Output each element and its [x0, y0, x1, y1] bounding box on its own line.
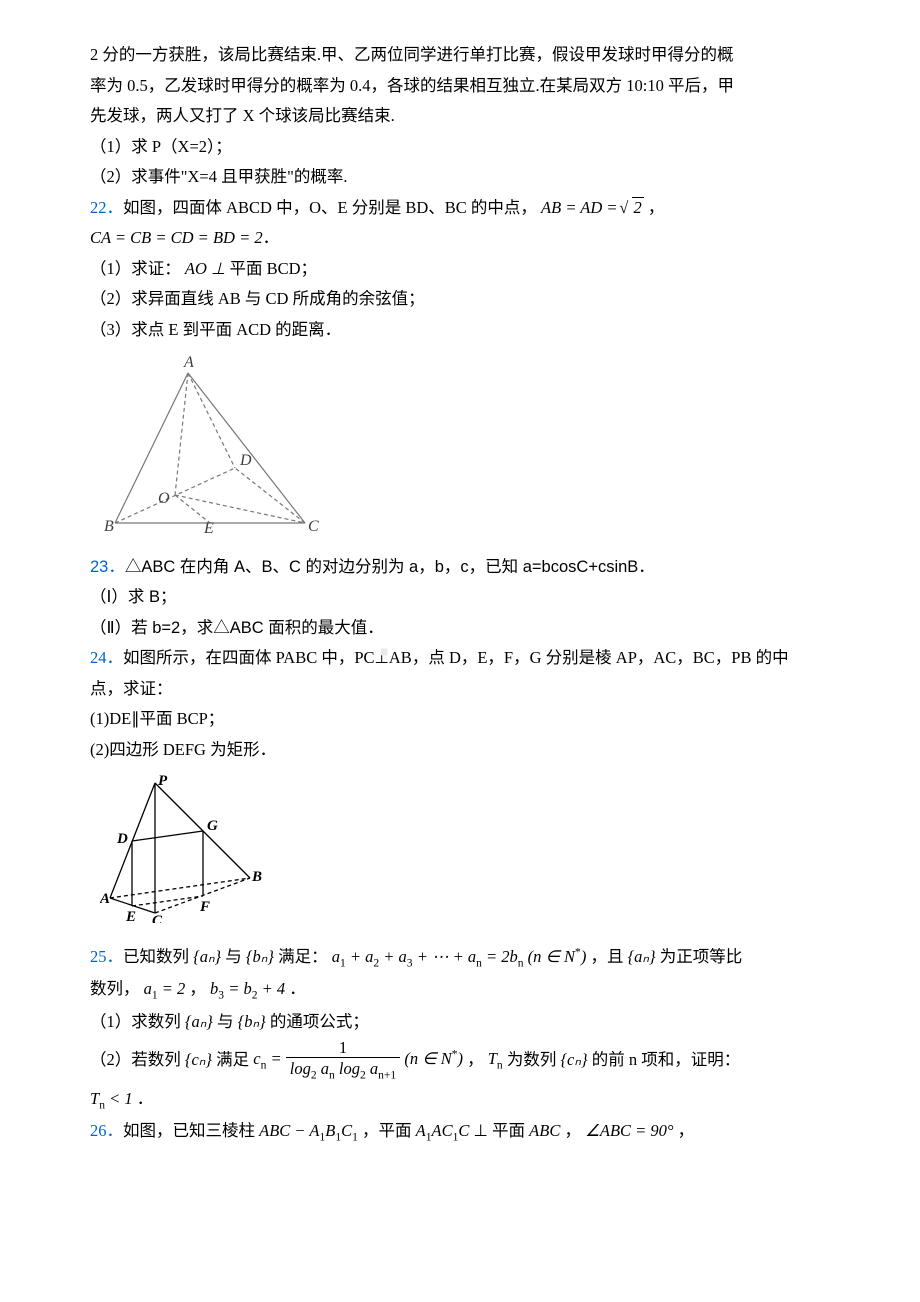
- q25-p2: （2）若数列 {cₙ} 满足 cn = 1 log2 an log2 an+1 …: [90, 1038, 848, 1084]
- intro-line-2: 率为 0.5，乙发球时甲得分的概率为 0.4，各球的结果相互独立.在某局双方 1…: [90, 71, 848, 102]
- q25-tail2: 为正项等比: [660, 947, 743, 966]
- intro-sub2: （2）求事件"X=4 且甲获胜"的概率.: [90, 162, 848, 193]
- q26-a: 如图，已知三棱柱: [123, 1121, 255, 1140]
- q26-b: ，平面: [362, 1121, 412, 1140]
- q22-p1: （1）求证： AO ⊥ 平面 BCD；: [90, 254, 848, 285]
- q22-eq1-lhs: AB = AD =: [541, 198, 622, 217]
- q26-d: ，: [564, 1121, 581, 1140]
- q22-p1-eq: AO ⊥: [185, 259, 226, 278]
- intro-sub1: （1）求 P（X=2）；: [90, 132, 848, 163]
- q25-p1-pre: （1）求数列: [90, 1012, 181, 1031]
- q25-p2-pre: （2）若数列: [90, 1049, 181, 1068]
- q25-p2-ta: ，: [467, 1049, 484, 1068]
- q25-mid2: 与: [217, 1012, 234, 1031]
- q25-p2-sat: 满足: [216, 1049, 249, 1068]
- q23-number: 23．: [90, 558, 125, 576]
- q23-p1: （Ⅰ）求 B；: [90, 582, 848, 613]
- q22-eq1: AB = AD = 2: [541, 198, 648, 217]
- q25-pre: 已知数列: [123, 947, 189, 966]
- label-C: C: [308, 518, 319, 533]
- label-A: A: [183, 354, 194, 371]
- q25-tail: ，且: [590, 947, 623, 966]
- q25-p2-tb: 为数列: [507, 1049, 557, 1068]
- q22-p1-tail: 平面 BCD；: [230, 259, 318, 278]
- q22-p1-label: （1）求证：: [90, 259, 181, 278]
- q26-number: 26．: [90, 1121, 123, 1140]
- seq-cn-2: {cₙ}: [560, 1049, 587, 1068]
- q22-p2: （2）求异面直线 AB 与 CD 所成角的余弦值；: [90, 284, 848, 315]
- seq-an-2: {aₙ}: [628, 947, 656, 966]
- q22-figure: A B C D E O: [100, 353, 848, 544]
- label-E2: E: [125, 909, 136, 923]
- q23-stem-text: △ABC 在内角 A、B、C 的对边分别为 a，b，c，已知 a=bcosC+c…: [125, 558, 655, 576]
- q25-mid: 与: [225, 947, 242, 966]
- q24-stem-a: 如图所示，在四面体 PABC 中，PC⊥AB，点 D，E，F，G 分别是棱 AP…: [123, 648, 789, 667]
- q26-abc: ABC: [529, 1121, 560, 1140]
- q25-p2-tc: 的前 n 项和，证明：: [592, 1049, 741, 1068]
- label-B: B: [104, 518, 114, 533]
- q25-sat: 满足：: [278, 947, 328, 966]
- q25-p1: （1）求数列 {aₙ} 与 {bₙ} 的通项公式；: [90, 1007, 848, 1038]
- seq-bn: {bₙ}: [246, 947, 274, 966]
- tetrahedron-pabc-icon: P A B C D E F G: [100, 773, 270, 923]
- seq-an-3: {aₙ}: [185, 1012, 213, 1031]
- q26-e: ，: [678, 1121, 695, 1140]
- label-G: G: [207, 818, 218, 834]
- label-O: O: [158, 490, 170, 507]
- q25-stem-line2: 数列， a1 = 2 ， b3 = b2 + 4 ．: [90, 974, 848, 1007]
- q24-p2: (2)四边形 DEFG 为矩形．: [90, 735, 848, 766]
- q22-eq2-line: CA = CB = CD = BD = 2．: [90, 223, 848, 254]
- q22-eq1-rad: 2: [632, 197, 644, 217]
- q24-stem-line1: 24．如图所示，在四面体 PABC 中，PC⊥AB，点 D，E，F，G 分别是棱…: [90, 643, 848, 674]
- q22-p3: （3）求点 E 到平面 ACD 的距离．: [90, 315, 848, 346]
- intro-line-1: 2 分的一方获胜，该局比赛结束.甲、乙两位同学进行单打比赛，假设甲发球时甲得分的…: [90, 40, 848, 71]
- q24-number: 24．: [90, 648, 123, 667]
- q25-stem-line1: 25．已知数列 {aₙ} 与 {bₙ} 满足： a1 + a2 + a3 + ⋯…: [90, 942, 848, 975]
- q24-stem-line2: 点，求证：: [90, 674, 848, 705]
- q24-p1: (1)DE∥平面 BCP；: [90, 704, 848, 735]
- label-D: D: [239, 452, 252, 469]
- q25-l2a: 数列，: [90, 979, 140, 998]
- label-A2: A: [100, 891, 110, 907]
- q23-stem: 23．△ABC 在内角 A、B、C 的对边分别为 a，b，c，已知 a=bcos…: [90, 552, 848, 583]
- label-F: F: [199, 899, 210, 915]
- sqrt-icon: 2: [622, 193, 644, 224]
- q23-p2: （Ⅱ）若 b=2，求△ABC 面积的最大值．: [90, 613, 848, 644]
- frac-num: 1: [286, 1038, 400, 1059]
- q22-eq2: CA = CB = CD = BD = 2: [90, 228, 263, 247]
- seq-cn: {cₙ}: [185, 1049, 212, 1068]
- fraction-icon: 1 log2 an log2 an+1: [286, 1038, 400, 1084]
- q22-stem-text: 如图，四面体 ABCD 中，O、E 分别是 BD、BC 的中点，: [123, 198, 537, 217]
- q25-concl: Tn < 1 ．: [90, 1084, 848, 1117]
- label-E: E: [203, 520, 214, 533]
- intro-line-3: 先发球，两人又打了 X 个球该局比赛结束.: [90, 101, 848, 132]
- q26-stem: 26．如图，已知三棱柱 ABC − A1B1C1 ，平面 A1AC1C ⊥ 平面…: [90, 1116, 848, 1149]
- q25-p1-tail: 的通项公式；: [270, 1012, 369, 1031]
- label-C2: C: [152, 913, 163, 923]
- seq-bn-2: {bₙ}: [238, 1012, 266, 1031]
- tetrahedron-abcd-icon: A B C D E O: [100, 353, 330, 533]
- q22-number: 22．: [90, 198, 123, 217]
- label-D2: D: [116, 831, 128, 847]
- seq-an: {aₙ}: [193, 947, 221, 966]
- q25-number: 25．: [90, 947, 123, 966]
- label-B2: B: [251, 869, 262, 885]
- q24-figure: P A B C D E F G: [100, 773, 848, 934]
- label-P: P: [158, 773, 168, 789]
- page: ■ 2 分的一方获胜，该局比赛结束.甲、乙两位同学进行单打比赛，假设甲发球时甲得…: [0, 0, 920, 1302]
- q22-stem: 22．如图，四面体 ABCD 中，O、E 分别是 BD、BC 的中点， AB =…: [90, 193, 848, 224]
- q26-c: ⊥ 平面: [474, 1121, 526, 1140]
